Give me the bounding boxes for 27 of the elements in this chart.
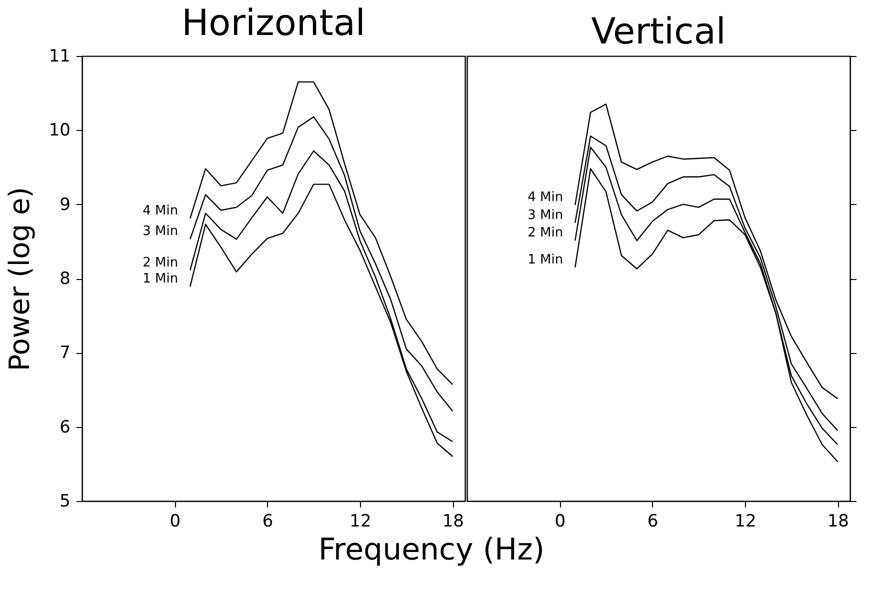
y-tick-label: 8 [60,269,70,289]
x-tick-label: 18 [827,512,849,532]
series-label: 3 Min [142,224,178,240]
series-label: 1 Min [528,252,564,268]
series-label: 1 Min [142,272,178,287]
y-tick-label: 10 [48,120,70,141]
chart-title: Horizontal [182,3,366,44]
y-tick-label: 7 [60,343,70,364]
series-label: 3 Min [528,208,564,223]
y-tick-label: 6 [60,417,70,438]
x-axis-title: Frequency (Hz) [318,532,545,568]
x-tick-label: 6 [262,512,274,532]
y-tick-label: 5 [60,492,70,512]
series-label: 4 Min [142,203,178,218]
chart-title: Vertical [591,12,726,52]
y-tick-label: 11 [48,46,70,66]
y-tick-label: 9 [60,194,70,215]
x-tick-label: 0 [554,512,566,532]
x-tick-label: 12 [350,512,372,532]
x-tick-label: 0 [170,512,181,532]
x-tick-label: 18 [442,512,464,532]
y-axis-title: Power (log e) [2,186,36,372]
series-label: 2 Min [142,255,178,270]
series-label: 4 Min [528,190,564,206]
x-tick-label: 12 [734,512,756,532]
series-label: 2 Min [528,226,564,241]
x-tick-label: 6 [647,512,658,532]
